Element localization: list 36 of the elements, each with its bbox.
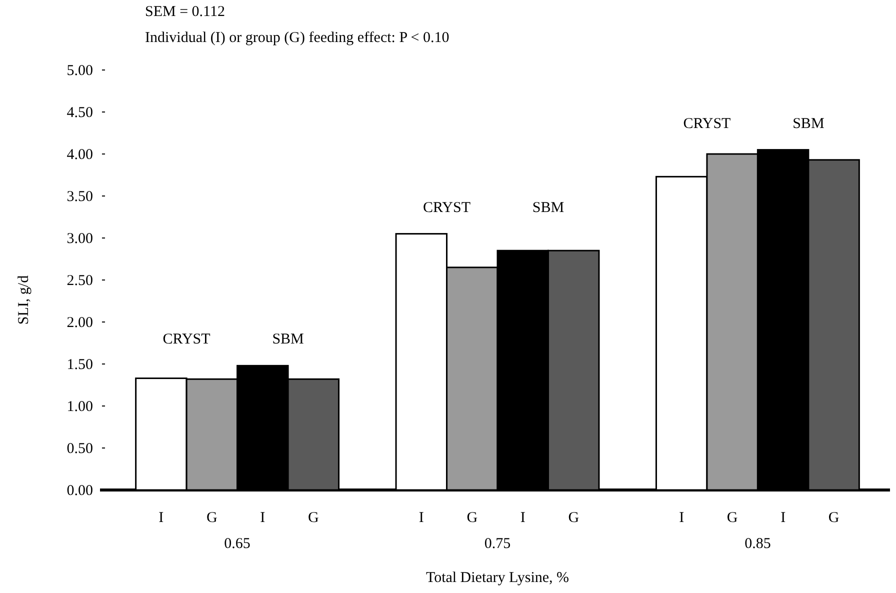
annotation: CRYST	[683, 116, 731, 132]
y-tick-label: 1.50	[66, 356, 93, 373]
text: I	[418, 510, 424, 526]
y-tick-label: 1.00	[66, 398, 93, 415]
y-tick-label: 3.50	[66, 188, 93, 205]
text: I	[679, 510, 684, 526]
text: I	[780, 510, 786, 526]
x-axis-title: Total Dietary Lysine, %	[426, 570, 570, 586]
y-tick-label: 3.00	[66, 230, 93, 247]
y-tick-label: 0.00	[66, 482, 93, 499]
text: G	[726, 510, 738, 526]
annotation: SBM	[532, 200, 564, 216]
annotation: CRYST	[422, 200, 471, 216]
text: Individual (I) or group (G) feeding effect: P < 0.10	[145, 30, 450, 46]
text: SEM = 0.112	[145, 4, 225, 20]
y-tick-label: 2.00	[66, 314, 93, 331]
annotation: SBM	[272, 332, 304, 348]
y-tick-label: 2.50	[66, 272, 93, 289]
y-axis-title: SLI, g/d	[16, 274, 32, 325]
text: G	[568, 510, 580, 526]
x-tick-label: 0.65	[224, 536, 250, 552]
x-tick-label: 0.85	[744, 536, 771, 552]
annotation: CRYST	[162, 332, 210, 348]
series-label: I	[158, 510, 164, 526]
y-tick-label: 5.00	[66, 62, 93, 79]
x-tick-label: 0.75	[484, 536, 511, 552]
annotation: SBM	[792, 116, 824, 132]
series-label: G	[308, 510, 319, 526]
y-tick-label: 4.50	[66, 104, 93, 121]
series-label: I	[260, 510, 266, 526]
text: G	[466, 510, 478, 526]
y-tick-label: 0.50	[66, 440, 93, 457]
text: I	[520, 510, 526, 526]
y-tick-label: 4.00	[66, 146, 93, 163]
series-label: G	[206, 510, 218, 526]
text: G	[828, 510, 840, 526]
